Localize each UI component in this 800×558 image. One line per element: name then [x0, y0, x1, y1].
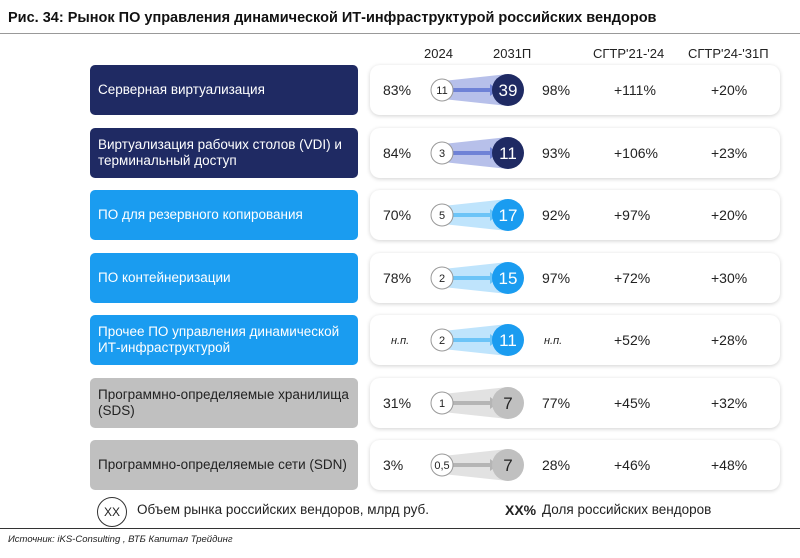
share-2024: 70% [383, 207, 412, 223]
legend-volume-text: Объем рынка российских вендоров, млрд ру… [137, 502, 429, 517]
market-2031-circle [492, 74, 524, 106]
table-row: Серверная виртуализация 83% 11 39 98% +1… [0, 65, 800, 117]
market-2024: 1 [439, 398, 445, 410]
cagr-24-31: +20% [711, 207, 748, 223]
cagr-21-24: +97% [614, 207, 651, 223]
market-2024-circle [430, 266, 454, 289]
market-2031: 11 [499, 331, 517, 350]
cagr-24-31: +30% [711, 269, 748, 286]
market-2031-circle [492, 449, 524, 481]
growth-arrow: 3 11 [430, 136, 524, 169]
market-2031-circle [492, 324, 524, 356]
growth-arrow: 1 7 [430, 386, 524, 419]
growth-arrow: 11 39 [430, 74, 524, 106]
cagr-21-24: +111% [614, 82, 656, 98]
market-2024-circle [430, 203, 454, 227]
share-2024: 78% [383, 269, 412, 286]
cagr-21-24: +72% [614, 269, 651, 286]
growth-arrow: 2 11 [430, 324, 524, 356]
segment-label: Программно-определяемые сети (SDN) [90, 440, 358, 490]
legend-pct-marker: XX% [505, 502, 537, 518]
share-2031: 77% [542, 394, 571, 411]
cagr-24-31: +20% [711, 82, 748, 98]
market-2031-circle [492, 261, 524, 294]
cagr-21-24: +106% [614, 144, 658, 161]
legend-circle-icon: XX [97, 497, 127, 527]
cagr-21-24: +52% [614, 332, 651, 348]
market-2031: 39 [499, 81, 518, 100]
market-2024: 0,5 [434, 460, 449, 472]
header-cagr-21-24: СГТР'21-'24 [593, 46, 665, 61]
segment-label: Серверная виртуализация [90, 65, 358, 115]
share-2031: 97% [542, 269, 571, 286]
growth-arrow: 2 15 [430, 261, 524, 294]
segment-label: Программно-определяемые хранилища (SDS) [90, 377, 358, 428]
share-2024: н.п. [391, 335, 410, 347]
market-2024: 2 [439, 273, 445, 285]
cagr-24-31: +28% [711, 332, 748, 348]
table-row: Виртуализация рабочих столов (VDI) и тер… [0, 127, 800, 180]
market-2031: 15 [499, 269, 518, 288]
market-2031-circle [492, 136, 524, 169]
legend-share-text: Доля российских вендоров [542, 502, 712, 517]
chart-title: Рис. 34: Рынок ПО управления динамическо… [8, 10, 657, 26]
market-2031: 11 [499, 144, 517, 163]
header-2024: 2024 [424, 46, 453, 61]
title-divider [0, 33, 800, 34]
arrow-shaft [450, 275, 492, 280]
market-2024: 3 [439, 148, 445, 160]
table-row: Программно-определяемые сети (SDN) 3% 0,… [0, 440, 800, 492]
segment-label: ПО для резервного копирования [90, 190, 358, 240]
cagr-24-31: +32% [711, 394, 748, 411]
table-row: Программно-определяемые хранилища (SDS) … [0, 377, 800, 430]
market-2031: 7 [503, 456, 512, 475]
arrow-shaft [450, 400, 492, 405]
share-2024: 31% [383, 394, 412, 411]
table-row: ПО контейнеризации 78% 2 15 97% +72% +30… [0, 252, 800, 305]
share-2031: н.п. [544, 335, 563, 347]
share-2024: 3% [383, 457, 404, 473]
share-2024: 84% [383, 144, 412, 161]
header-2031: 2031П [493, 46, 532, 61]
market-2031-circle [492, 199, 524, 231]
cagr-21-24: +45% [614, 394, 651, 411]
market-2024-circle [430, 453, 454, 477]
arrow-shaft [450, 88, 492, 92]
table-row: ПО для резервного копирования 70% 5 17 9… [0, 190, 800, 242]
market-2031: 17 [499, 206, 518, 225]
growth-arrow: 0,5 7 [430, 449, 524, 481]
share-2031: 92% [542, 207, 571, 223]
market-2024-circle [430, 78, 454, 102]
arrow-shaft [450, 463, 492, 467]
footer-divider [0, 528, 800, 529]
cagr-24-31: +48% [711, 457, 748, 473]
arrow-shaft [450, 338, 492, 342]
arrow-shaft [450, 150, 492, 155]
market-2024: 2 [439, 335, 445, 347]
source-note: Источник: iKS-Consulting , ВТБ Капитал Т… [8, 534, 233, 545]
market-2024-circle [430, 328, 454, 352]
market-2024: 11 [436, 85, 447, 97]
growth-arrow: 5 17 [430, 199, 524, 231]
share-2031: 93% [542, 144, 571, 161]
market-2031: 7 [503, 394, 512, 413]
segment-label: ПО контейнеризации [90, 252, 358, 303]
cagr-21-24: +46% [614, 457, 651, 473]
market-2031-circle [492, 386, 524, 419]
share-2024: 83% [383, 82, 412, 98]
header-cagr-24-31: СГТР'24-'31П [688, 46, 769, 61]
share-2031: 28% [542, 457, 571, 473]
cagr-24-31: +23% [711, 144, 748, 161]
arrow-shaft [450, 213, 492, 217]
segment-label: Прочее ПО управления динамической ИТ-инф… [90, 315, 358, 365]
table-row: Прочее ПО управления динамической ИТ-инф… [0, 315, 800, 367]
market-2024: 5 [439, 210, 445, 222]
market-2024-circle [430, 141, 454, 164]
share-2031: 98% [542, 82, 571, 98]
market-2024-circle [430, 391, 454, 414]
segment-label: Виртуализация рабочих столов (VDI) и тер… [90, 127, 358, 178]
